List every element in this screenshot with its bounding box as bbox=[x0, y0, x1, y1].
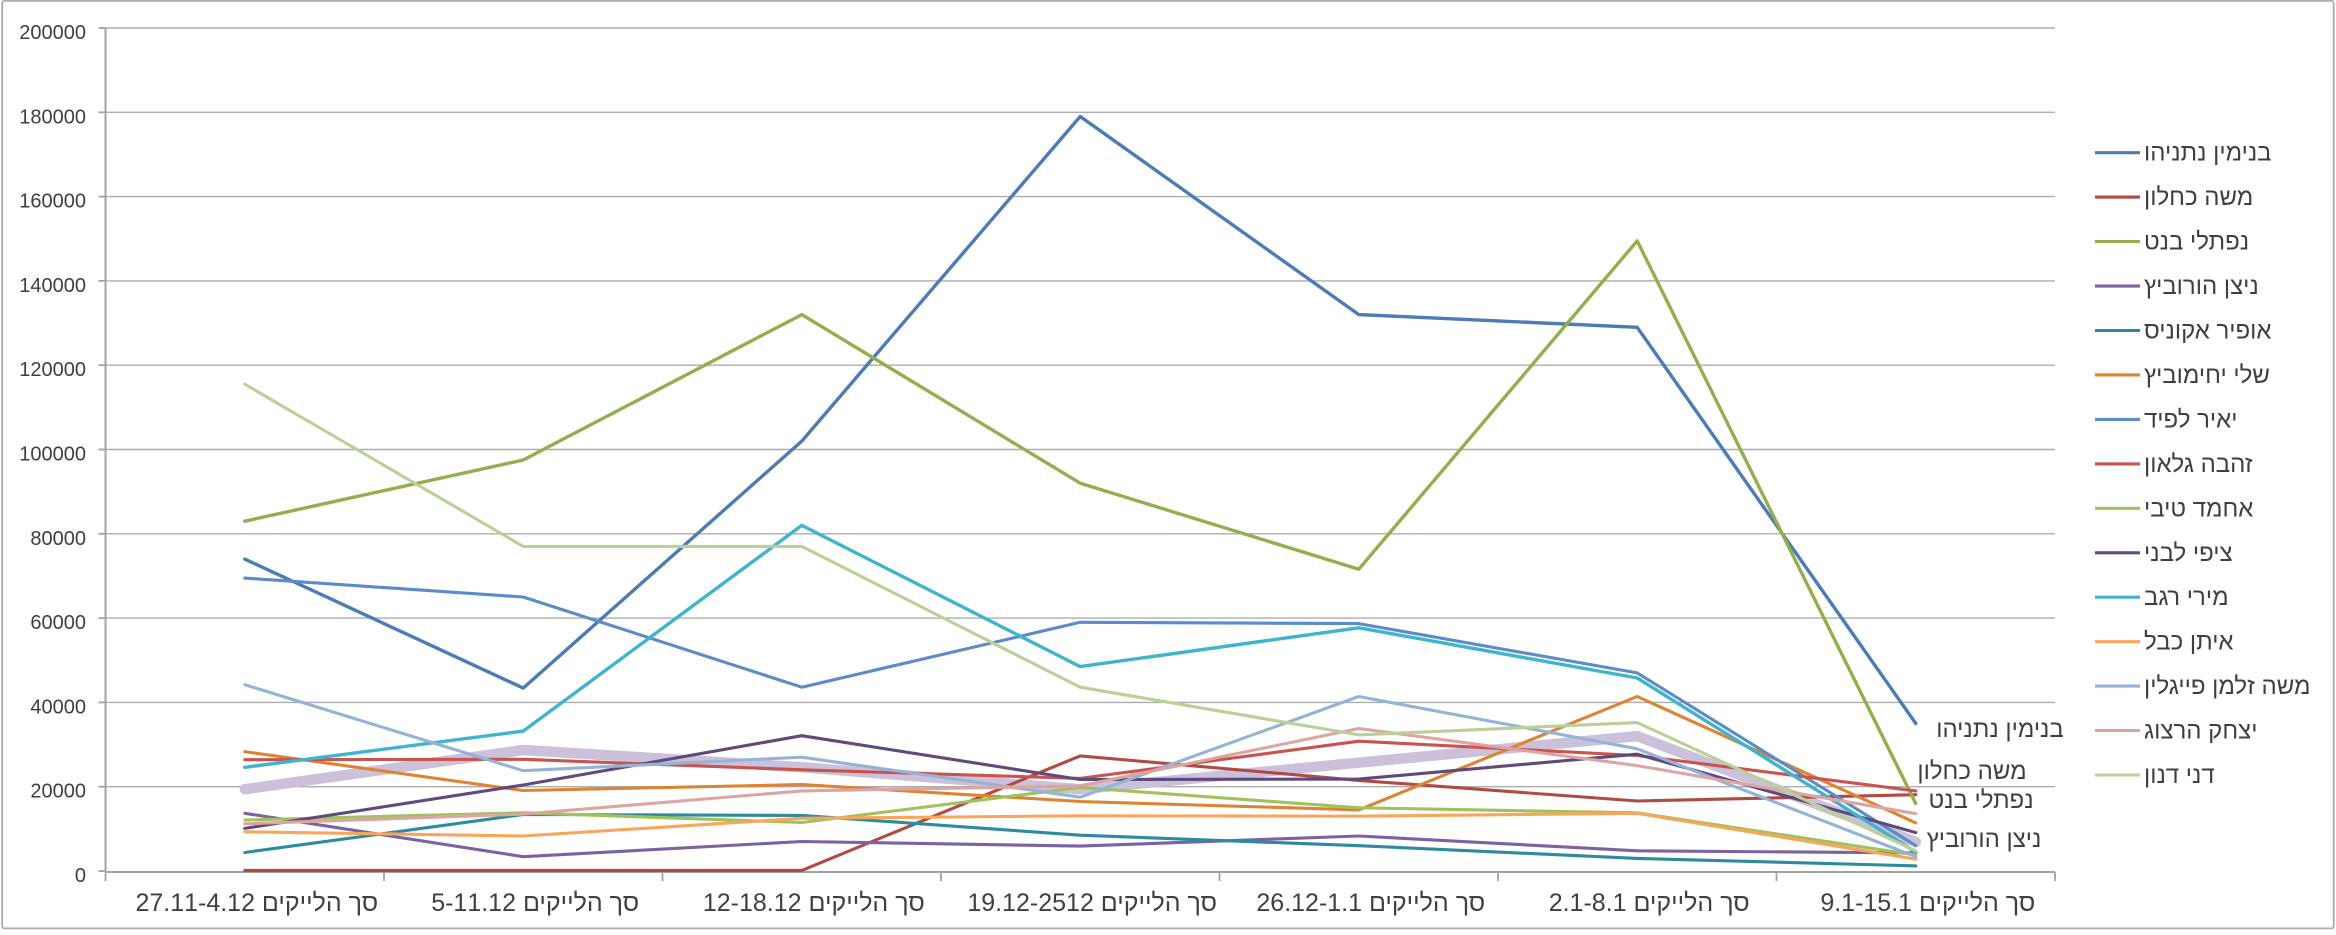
svg-text:120000: 120000 bbox=[19, 359, 86, 381]
svg-text:דני דנון: דני דנון bbox=[2144, 762, 2215, 789]
svg-text:משה זלמן פייגלין: משה זלמן פייגלין bbox=[2144, 673, 2311, 700]
svg-text:נפתלי בנט: נפתלי בנט bbox=[2144, 229, 2249, 256]
svg-text:אופיר אקוניס: אופיר אקוניס bbox=[2144, 318, 2271, 345]
svg-text:160000: 160000 bbox=[19, 191, 86, 213]
svg-text:אחמד טיבי: אחמד טיבי bbox=[2144, 495, 2253, 522]
svg-text:180000: 180000 bbox=[19, 106, 86, 128]
svg-text:40000: 40000 bbox=[30, 696, 86, 718]
svg-text:נפתלי בנט: נפתלי בנט bbox=[1928, 787, 2033, 814]
svg-text:סך הלייקים 19.12-2512: סך הלייקים 19.12-2512 bbox=[967, 889, 1217, 917]
svg-text:ניצן הורוביץ: ניצן הורוביץ bbox=[1927, 826, 2042, 853]
svg-text:ציפי לבני: ציפי לבני bbox=[2144, 540, 2233, 567]
svg-text:0: 0 bbox=[75, 865, 86, 887]
svg-text:סך הלייקים 12-18.12: סך הלייקים 12-18.12 bbox=[703, 889, 925, 917]
svg-text:140000: 140000 bbox=[19, 275, 86, 297]
svg-text:סך הלייקים 27.11-4.12: סך הלייקים 27.11-4.12 bbox=[135, 889, 378, 917]
svg-text:200000: 200000 bbox=[19, 22, 86, 44]
svg-text:סך הלייקים 9.1-15.1: סך הלייקים 9.1-15.1 bbox=[1820, 889, 2035, 917]
svg-text:ניצן הורוביץ: ניצן הורוביץ bbox=[2144, 273, 2259, 300]
svg-text:משה כחלון: משה כחלון bbox=[2144, 184, 2253, 211]
svg-text:60000: 60000 bbox=[30, 612, 86, 634]
svg-text:בנימין נתניהו: בנימין נתניהו bbox=[1936, 716, 2064, 743]
svg-text:משה כחלון: משה כחלון bbox=[1917, 758, 2026, 785]
svg-text:20000: 20000 bbox=[30, 781, 86, 803]
svg-text:איתן כבל: איתן כבל bbox=[2144, 629, 2234, 656]
svg-text:סך הלייקים 5-11.12: סך הלייקים 5-11.12 bbox=[431, 889, 639, 917]
svg-text:יאיר לפיד: יאיר לפיד bbox=[2144, 406, 2237, 433]
svg-text:שלי יחימוביץ: שלי יחימוביץ bbox=[2144, 362, 2270, 389]
svg-text:יצחק הרצוג: יצחק הרצוג bbox=[2144, 718, 2257, 745]
svg-text:מירי רגב: מירי רגב bbox=[2144, 584, 2229, 611]
svg-text:סך הלייקים 26.12-1.1: סך הלייקים 26.12-1.1 bbox=[1256, 889, 1485, 917]
svg-text:סך הלייקים 2.1-8.1: סך הלייקים 2.1-8.1 bbox=[1549, 889, 1750, 917]
svg-text:80000: 80000 bbox=[30, 528, 86, 550]
svg-text:בנימין נתניהו: בנימין נתניהו bbox=[2144, 140, 2272, 167]
svg-text:זהבה גלאון: זהבה גלאון bbox=[2144, 451, 2253, 478]
svg-text:100000: 100000 bbox=[19, 444, 86, 466]
